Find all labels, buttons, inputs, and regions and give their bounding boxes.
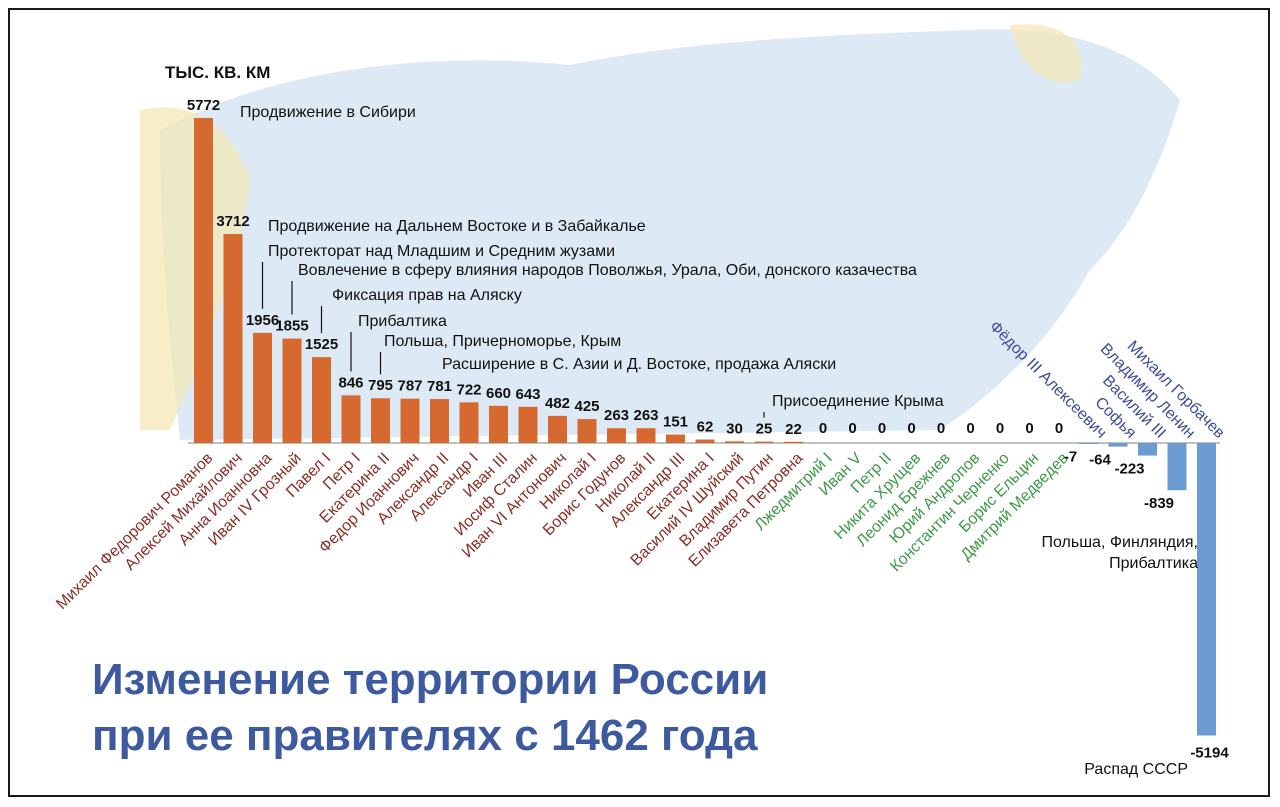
unit-label: ТЫС. КВ. КМ	[165, 63, 270, 82]
bar	[1079, 443, 1098, 444]
bar	[577, 419, 597, 443]
annotation-label: Распад СССР	[1084, 761, 1188, 778]
value-label: 62	[697, 419, 714, 436]
value-label: 482	[545, 395, 570, 412]
annotation-label: Фиксация прав на Аляску	[332, 287, 522, 304]
bar	[459, 402, 479, 443]
bar	[1197, 443, 1216, 736]
value-label: 0	[1025, 420, 1033, 437]
annotation-label: Польша, Причерноморье, Крым	[384, 333, 621, 350]
value-label: 643	[515, 386, 540, 403]
annotation-label: Расширение в С. Азии и Д. Востоке, прода…	[442, 356, 836, 373]
bar	[194, 118, 213, 443]
value-label: 0	[937, 420, 945, 437]
bar	[430, 399, 449, 443]
bar	[489, 405, 508, 443]
value-label: 787	[397, 378, 422, 395]
bar	[371, 398, 390, 443]
annotation-label: Протекторат над Младшим и Средним жузами	[268, 243, 615, 260]
bar	[754, 441, 774, 443]
bar	[1167, 443, 1187, 491]
value-label: 0	[1055, 420, 1063, 437]
bar	[548, 415, 567, 443]
bar	[282, 338, 302, 443]
bar	[518, 406, 538, 443]
bar	[312, 357, 331, 443]
map-silhouette	[160, 29, 1180, 441]
annotation-label: Польша, Финляндия, Прибалтика	[1042, 534, 1199, 572]
bar	[1138, 443, 1157, 456]
annotation-label: Присоединение Крыма	[772, 393, 944, 410]
chart-marks	[188, 118, 1220, 736]
value-label: 263	[633, 407, 658, 424]
value-label: 263	[604, 407, 629, 424]
value-label: 3712	[216, 213, 249, 230]
bar	[607, 428, 626, 443]
category-label: Фёдор III Алексеевич	[986, 318, 1110, 442]
bar	[695, 439, 715, 443]
bar	[666, 434, 685, 443]
value-label: -839	[1144, 495, 1174, 512]
value-label: -64	[1089, 452, 1111, 469]
annotation-label: Прибалтика	[358, 313, 447, 330]
chart-title-line-1: Изменение территории России	[92, 655, 768, 704]
value-label: 0	[878, 420, 886, 437]
value-label: 22	[785, 421, 802, 438]
bar	[253, 332, 272, 443]
value-label: 660	[486, 385, 511, 402]
chart-frame: 5772 Михаил Федорович Романов 3712 Алексей …	[8, 8, 1270, 797]
value-label: 25	[756, 421, 773, 438]
value-label: 722	[456, 381, 481, 398]
annotation-label: Продвижение в Сибири	[240, 104, 416, 121]
value-label: 151	[663, 413, 688, 430]
chart-title-line-2: при ее правителях с 1462 года	[92, 711, 758, 760]
annotation-label: Продвижение на Дальнем Востоке и в Забай…	[268, 218, 646, 235]
value-label: 0	[819, 420, 827, 437]
value-label: 1855	[275, 318, 308, 335]
value-label: 795	[368, 377, 393, 394]
value-label: 1525	[305, 336, 338, 353]
value-label: 425	[574, 398, 599, 415]
category-label: Алексей Михайлович	[122, 450, 246, 574]
bar	[725, 441, 744, 443]
bar	[784, 441, 803, 443]
map-land-east	[1010, 24, 1082, 83]
annotation-label: Вовлечение в сферу влияния народов Повол…	[298, 262, 917, 279]
bar	[223, 233, 243, 443]
value-label: 846	[338, 374, 363, 391]
value-label: -7	[1064, 448, 1077, 465]
value-label: 5772	[187, 97, 220, 114]
value-label: 30	[726, 420, 743, 437]
bar	[341, 395, 361, 443]
bar	[636, 428, 656, 443]
value-label: 0	[996, 420, 1004, 437]
bar	[400, 398, 420, 443]
bar	[1108, 443, 1128, 447]
value-label: 0	[907, 420, 915, 437]
value-label: -223	[1114, 461, 1144, 478]
value-label: 0	[966, 420, 974, 437]
value-label: 781	[427, 378, 452, 395]
value-label: 0	[848, 420, 856, 437]
value-label: 1956	[246, 312, 279, 329]
value-label: -5194	[1190, 744, 1229, 761]
